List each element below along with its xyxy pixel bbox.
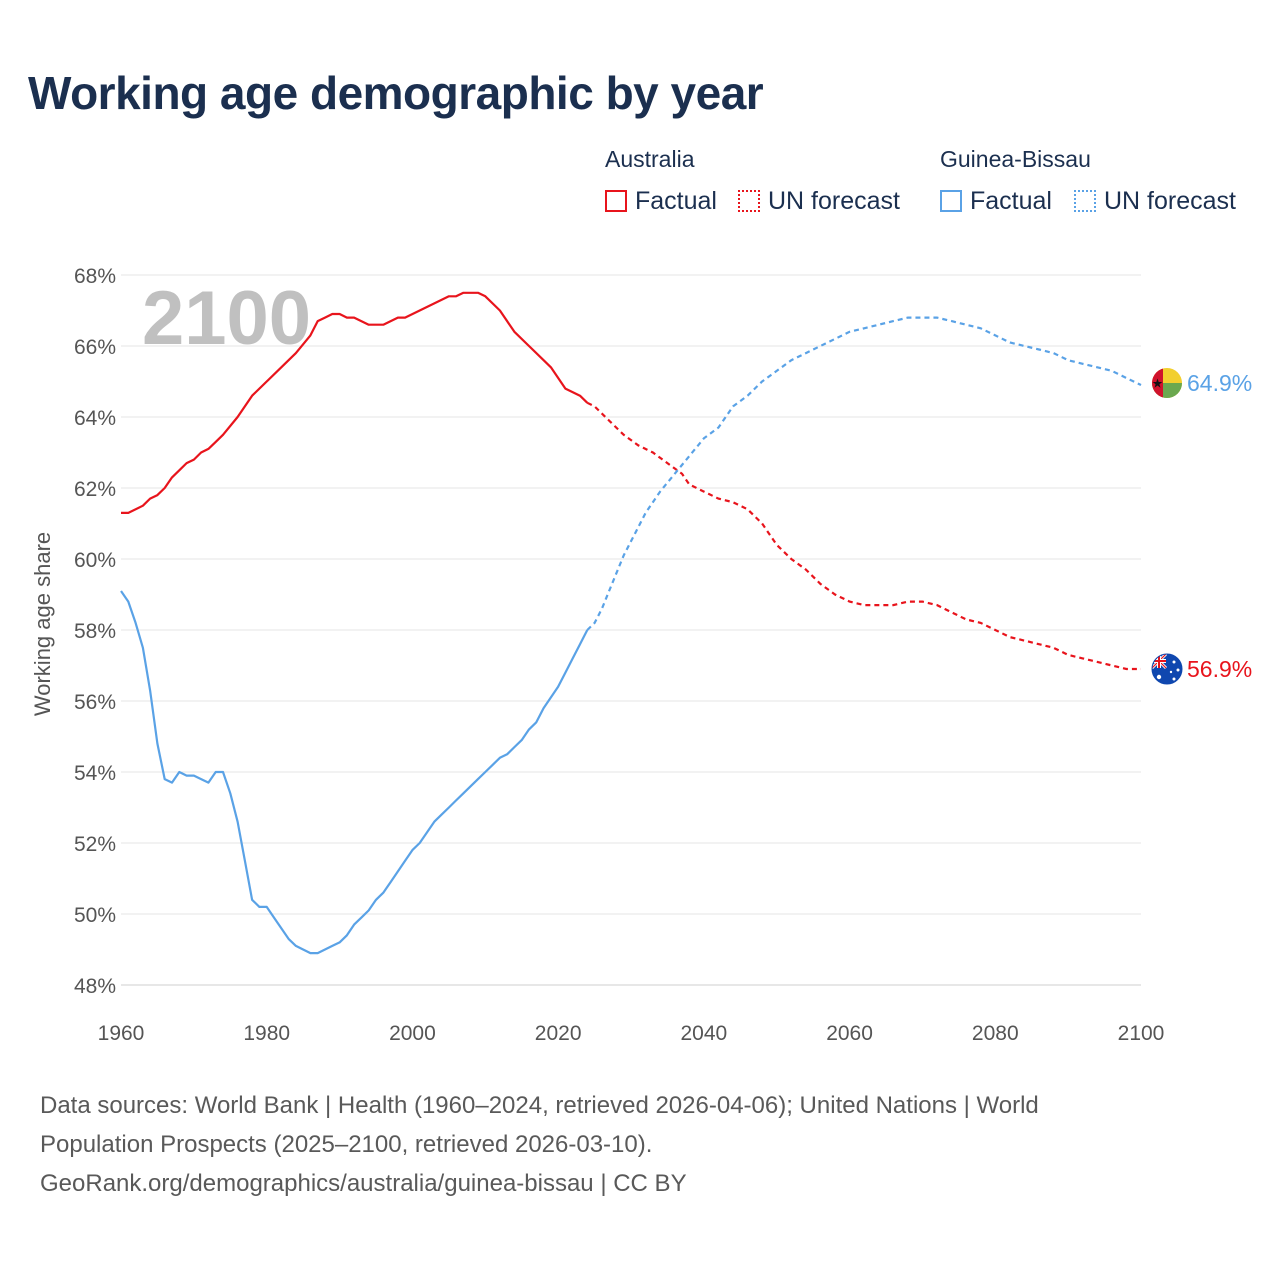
y-axis-ticks: 48% 50% 52% 54% 56% 58% 60% 62% 64% 66% 68% bbox=[74, 265, 116, 998]
y-tick-label: 64% bbox=[74, 407, 116, 430]
series-line-australia-forecast bbox=[586, 401, 1141, 671]
legend-swatch-guinea-bissau-forecast bbox=[1074, 190, 1096, 212]
y-tick-label: 62% bbox=[74, 478, 116, 501]
x-tick-label: 2100 bbox=[1118, 1022, 1165, 1045]
end-label-guinea-bissau: 64.9% bbox=[1187, 370, 1252, 396]
x-tick-label: 2040 bbox=[680, 1022, 727, 1045]
legend-australia-forecast[interactable]: UN forecast bbox=[738, 186, 900, 216]
y-tick-label: 52% bbox=[74, 833, 116, 856]
legend-label-guinea-bissau-forecast: UN forecast bbox=[1104, 186, 1236, 215]
legend-label-australia-forecast: UN forecast bbox=[768, 186, 900, 215]
y-tick-label: 56% bbox=[74, 691, 116, 714]
x-tick-label: 2060 bbox=[826, 1022, 873, 1045]
source-line-2: Population Prospects (2025–2100, retriev… bbox=[40, 1131, 653, 1158]
source-line-1: Data sources: World Bank | Health (1960–… bbox=[40, 1092, 1039, 1119]
series-line-guinea-bissau-factual bbox=[120, 590, 589, 955]
chart-title: Working age demographic by year bbox=[28, 67, 764, 119]
y-tick-label: 68% bbox=[74, 265, 116, 288]
y-tick-label: 50% bbox=[74, 904, 116, 927]
grid-lines bbox=[121, 274, 1141, 986]
legend-country-australia: Australia bbox=[605, 146, 695, 172]
legend-swatch-guinea-bissau-factual bbox=[940, 190, 962, 212]
legend-guinea-bissau-forecast[interactable]: UN forecast bbox=[1074, 186, 1236, 216]
line-chart: 48%50%52%54%56%58%60%62%64%66%68% 1960 19… bbox=[30, 265, 1252, 1045]
australia-flag-icon bbox=[1151, 653, 1183, 685]
x-tick-label: 1960 bbox=[98, 1022, 145, 1045]
y-tick-label: 48% bbox=[74, 975, 116, 998]
x-tick-label: 1980 bbox=[243, 1022, 290, 1045]
y-tick-label: 54% bbox=[74, 762, 116, 785]
legend-label-australia-factual: Factual bbox=[635, 186, 717, 215]
year-label: 2100 bbox=[142, 276, 311, 361]
legend-swatch-australia-forecast bbox=[738, 190, 760, 212]
x-tick-label: 2080 bbox=[972, 1022, 1019, 1045]
end-label-australia: 56.9% bbox=[1187, 656, 1252, 682]
source-link[interactable]: GeoRank.org/demographics/australia/guine… bbox=[40, 1170, 687, 1197]
series-line-guinea-bissau-forecast bbox=[586, 316, 1142, 631]
x-tick-label: 2020 bbox=[535, 1022, 582, 1045]
legend-label-guinea-bissau-factual: Factual bbox=[970, 186, 1052, 215]
x-tick-label: 2000 bbox=[389, 1022, 436, 1045]
legend-guinea-bissau-factual[interactable]: Factual bbox=[940, 186, 1052, 216]
y-tick-label: 60% bbox=[74, 549, 116, 572]
legend-swatch-australia-factual bbox=[605, 190, 627, 212]
y-tick-label: 58% bbox=[74, 620, 116, 643]
legend-country-guinea-bissau: Guinea-Bissau bbox=[940, 146, 1091, 172]
guinea-bissau-flag-icon bbox=[1152, 368, 1182, 398]
source-note: Data sources: World Bank | Health (1960–… bbox=[40, 1086, 1240, 1203]
y-tick-label: 66% bbox=[74, 336, 116, 359]
x-axis-ticks: 1960 1980 2000 2020 2040 2060 2080 2100 bbox=[98, 1022, 1165, 1045]
y-axis-label: Working age share bbox=[30, 532, 55, 716]
series-lines bbox=[120, 291, 1142, 955]
series-line-australia-factual bbox=[121, 291, 589, 514]
legend-australia-factual[interactable]: Factual bbox=[605, 186, 717, 216]
